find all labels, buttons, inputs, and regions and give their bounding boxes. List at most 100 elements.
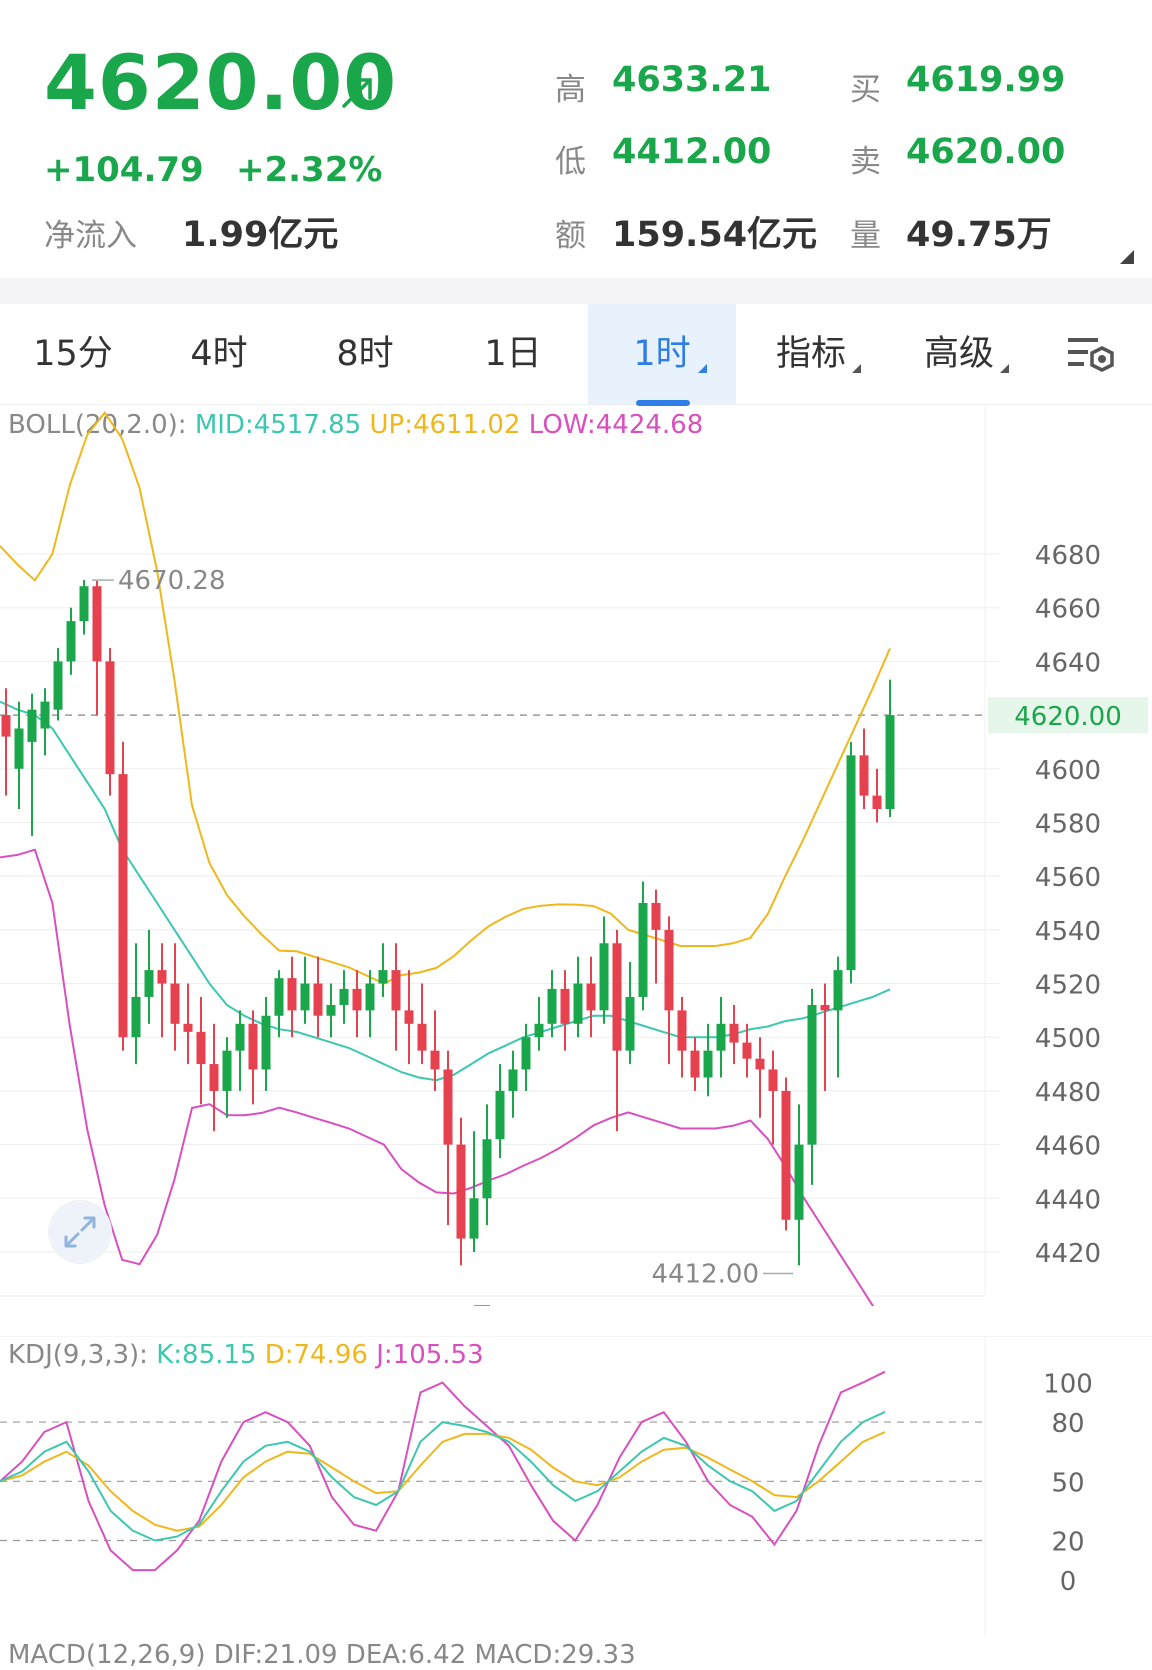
dropdown-triangle-icon — [698, 364, 707, 373]
candle-body — [287, 978, 297, 1011]
candle-body — [118, 774, 128, 1038]
kdj-chart[interactable]: 100 80 50 20 0 — [0, 1336, 1152, 1636]
candle-body — [651, 903, 661, 930]
candle-body — [144, 970, 154, 997]
timeframe-tabs: 15分 4时 8时 1日 1时 指标 高级 — [0, 304, 1152, 405]
candle-body — [53, 661, 63, 710]
candle-body — [248, 1023, 258, 1070]
tab-label: 高级 — [923, 334, 994, 374]
tab-label: 15分 — [33, 334, 113, 374]
tab-4h[interactable]: 4时 — [146, 304, 292, 404]
candle-body — [690, 1050, 700, 1078]
candle-body — [313, 983, 323, 1016]
candle-body — [872, 795, 882, 810]
candle-body — [846, 755, 856, 971]
price-tick-label: 4520 — [1035, 971, 1101, 1001]
candle-body — [378, 970, 388, 984]
price-tick-label: 4600 — [1035, 756, 1101, 786]
candle-body — [352, 988, 362, 1011]
tab-indicators[interactable]: 指标 — [736, 304, 886, 404]
price-tick-label: 4660 — [1035, 595, 1101, 625]
candle-body — [742, 1042, 752, 1059]
candle-body — [365, 983, 375, 1011]
candle-body — [235, 1023, 245, 1051]
candle-body — [456, 1144, 466, 1239]
candle-body — [339, 988, 349, 1006]
tab-advanced[interactable]: 高级 — [886, 304, 1032, 404]
candlestick-chart[interactable]: 4680 4660 4640 4620.00 4600 4580 4560 4540 4520 4… — [0, 406, 1152, 1306]
price-tick-label: 4480 — [1035, 1078, 1101, 1108]
candle-body — [261, 1015, 271, 1070]
kdj-tick-label: 50 — [1051, 1468, 1084, 1498]
candle-body — [157, 970, 167, 984]
candle-body — [859, 755, 869, 796]
candle-body — [469, 1198, 479, 1239]
tab-label: 8时 — [336, 334, 394, 374]
low-value: 4412.00 — [612, 132, 772, 172]
candle-body — [92, 586, 102, 662]
candle-body — [430, 1050, 440, 1070]
expand-corner-icon[interactable] — [1120, 250, 1134, 264]
fullscreen-button[interactable] — [48, 1200, 112, 1264]
candle-body — [209, 1064, 219, 1091]
tab-8h[interactable]: 8时 — [292, 304, 438, 404]
candle-body — [703, 1050, 713, 1078]
bid-value: 4619.99 — [906, 60, 1066, 100]
tab-1h[interactable]: 1时 — [588, 304, 736, 404]
candle-body — [768, 1069, 778, 1091]
date-axis-label: 9月17 — [452, 1303, 528, 1306]
boll-mid: MID:4517.85 — [194, 410, 362, 440]
current-price-tag — [988, 697, 1148, 734]
tab-15min[interactable]: 15分 — [0, 304, 146, 404]
candle-body — [885, 715, 895, 810]
candle-body — [612, 943, 622, 1051]
volume-value: 49.75万 — [906, 215, 1052, 255]
kdj-k-line — [0, 1410, 886, 1542]
candle-body — [599, 943, 609, 1011]
boll-lower-line — [0, 848, 875, 1306]
candle-body — [1, 715, 11, 737]
candle-body — [404, 1010, 414, 1024]
candle-body — [794, 1144, 804, 1220]
tab-label: 1日 — [484, 334, 542, 374]
candle-body — [560, 988, 570, 1024]
dropdown-triangle-icon — [852, 364, 861, 373]
ask-value: 4620.00 — [906, 132, 1066, 172]
low-label: 低 — [555, 144, 586, 180]
amount-label: 额 — [555, 218, 586, 254]
chart-settings-icon[interactable] — [1066, 334, 1118, 378]
kdj-d: D:74.96 — [264, 1340, 368, 1370]
candle-body — [547, 988, 557, 1024]
candle-body — [300, 983, 310, 1011]
candle-body — [573, 983, 583, 1024]
candle-body — [625, 996, 635, 1051]
high-label: 高 — [555, 72, 586, 108]
candle-body — [326, 1005, 336, 1016]
candle-body — [443, 1069, 453, 1145]
candle-body — [222, 1050, 232, 1091]
amount-value: 159.54亿元 — [612, 215, 818, 255]
candle-body — [664, 929, 674, 1011]
arrow-up-right-icon — [342, 78, 372, 108]
price-tick-label: 4500 — [1035, 1024, 1101, 1054]
net-inflow-label: 净流入 — [44, 218, 137, 254]
candle-body — [131, 996, 141, 1038]
price-tick-label: 4540 — [1035, 917, 1101, 947]
section-divider — [0, 278, 1152, 304]
price-tick-label: 4560 — [1035, 863, 1101, 893]
candle-body — [495, 1090, 505, 1140]
candle-body — [716, 1023, 726, 1051]
bid-label: 买 — [850, 72, 881, 108]
kdj-tick-label: 100 — [1043, 1370, 1093, 1400]
price-change-percent: +2.32% — [236, 150, 383, 190]
kdj-k: K:85.15 — [156, 1340, 257, 1370]
tab-label: 1时 — [633, 334, 691, 374]
last-price: 4620.00 — [44, 38, 398, 127]
candle-body — [417, 1023, 427, 1051]
price-tick-label: 4680 — [1035, 541, 1101, 571]
tab-1d[interactable]: 1日 — [438, 304, 588, 404]
quote-header: 4620.00 +104.79 +2.32% 净流入 1.99亿元 高 4633… — [0, 0, 1152, 275]
candle-body — [170, 983, 180, 1024]
candle-body — [27, 709, 37, 742]
price-tick-label: 4460 — [1035, 1132, 1101, 1162]
